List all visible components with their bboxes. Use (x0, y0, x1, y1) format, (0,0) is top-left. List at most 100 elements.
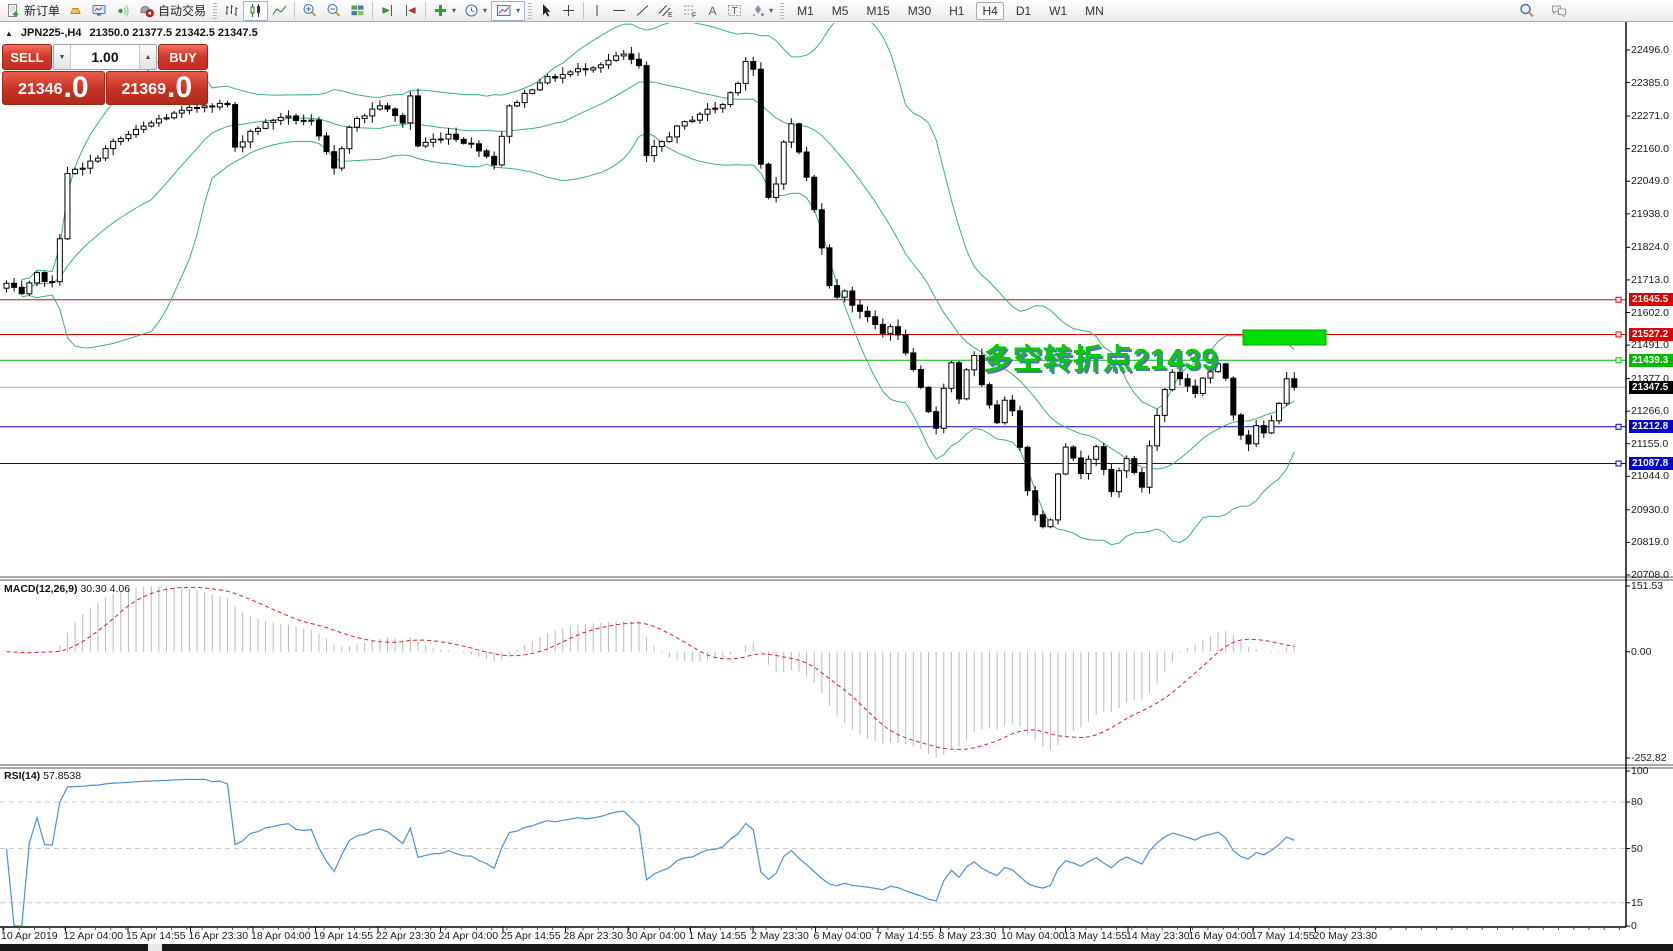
autotrading-label: 自动交易 (158, 4, 207, 18)
volume-decrease-button[interactable]: ▼ (54, 45, 71, 69)
time-axis-label: 10 May 04:00 (1001, 930, 1065, 942)
trendline-button[interactable] (631, 1, 654, 21)
price-axis-tick: 21377.0 (1631, 372, 1669, 385)
text-icon: A (709, 4, 717, 18)
fibonacci-button[interactable]: F (678, 1, 702, 21)
zoom-out-button[interactable] (322, 1, 346, 21)
price-axis-tick: 21938.0 (1631, 207, 1669, 220)
trade-panel-top: SELL ▼ 1.00 ▲ BUY (2, 44, 208, 70)
buy-button[interactable]: BUY (158, 44, 208, 70)
price-axis-tick: 21491.0 (1631, 339, 1669, 352)
time-axis-label: 24 Apr 04:00 (438, 930, 499, 942)
bottom-strip (0, 944, 1673, 951)
time-axis-label: 15 Apr 14:55 (126, 930, 186, 942)
autotrading-button[interactable]: 自动交易 (135, 1, 210, 21)
indicators-button[interactable]: ▾ (429, 1, 460, 21)
tile-windows-icon (351, 5, 364, 16)
horizontal-line-icon (613, 10, 626, 11)
gold-button[interactable] (64, 1, 87, 21)
fibonacci-icon: F (684, 5, 696, 18)
auto-scroll-button[interactable] (399, 1, 422, 21)
equidistant-channel-button[interactable]: E (654, 1, 678, 21)
macd-label: MACD(12,26,9) 30.30 4.06 (4, 583, 130, 595)
sell-price-int: 21346 (17, 81, 63, 98)
cursor-icon (543, 4, 551, 17)
volume-input[interactable]: 1.00 (71, 45, 139, 69)
sell-button[interactable]: SELL (2, 44, 52, 70)
timeframe-D1[interactable]: D1 (1015, 3, 1032, 18)
timeframe-M30[interactable]: M30 (907, 3, 932, 18)
toolbar-grip (528, 2, 533, 19)
vertical-line-button[interactable] (587, 1, 607, 21)
volume-increase-button[interactable]: ▲ (139, 45, 156, 69)
toolbar-separator (294, 2, 296, 19)
horizontal-line-button[interactable] (607, 1, 631, 21)
price-axis-tick: 21266.0 (1631, 405, 1669, 418)
bottom-strip-gap (148, 944, 162, 951)
level-price-tag: 21645.5 (1629, 293, 1673, 307)
toolbar: 新订单 自动交易 (0, 0, 1673, 22)
price-axis-tick: 20708.0 (1631, 569, 1669, 581)
arrows-button[interactable]: ▾ (747, 1, 777, 21)
signal-button[interactable] (111, 1, 135, 21)
chart-shift-button[interactable] (376, 1, 399, 21)
new-order-button[interactable]: 新订单 (2, 1, 64, 21)
timeframe-M1[interactable]: M1 (797, 3, 814, 18)
collapse-triangle-icon[interactable]: ▲ (5, 28, 13, 38)
time-axis-label: 18 Apr 04:00 (251, 930, 311, 942)
rsi-name: RSI(14) (4, 770, 41, 782)
search-button[interactable] (1515, 1, 1539, 21)
text-label-button[interactable]: T (723, 1, 747, 21)
cursor-button[interactable] (535, 1, 557, 21)
line-chart-icon (272, 5, 287, 15)
ohlc-label: 21350.0 21377.5 21342.5 21347.5 (89, 27, 258, 39)
timeframe-W1[interactable]: W1 (1049, 3, 1068, 18)
timeframe-M5[interactable]: M5 (831, 3, 849, 18)
sell-price-display[interactable]: 21346 .0 (2, 71, 105, 105)
chat-button[interactable] (1547, 1, 1573, 21)
zoom-in-icon (303, 4, 317, 17)
candlestick-chart-icon (250, 4, 261, 17)
time-axis-label: 12 Apr 04:00 (63, 930, 124, 942)
current-price-tag: 21347.5 (1629, 380, 1673, 394)
svg-text:A: A (709, 4, 717, 18)
tile-windows-button[interactable] (346, 1, 369, 21)
svg-text:E: E (668, 12, 673, 18)
time-axis-label: 6 May 04:00 (813, 930, 872, 942)
toolbar-separator (425, 2, 427, 19)
buy-price-display[interactable]: 21369 .0 (105, 71, 208, 105)
time-axis-label: 14 May 23:30 (1126, 930, 1190, 942)
equidistant-channel-icon: E (658, 5, 673, 18)
crosshair-button[interactable] (557, 1, 580, 21)
templates-button[interactable]: ▾ (491, 0, 526, 21)
dropdown-arrow-icon: ▾ (769, 6, 774, 15)
time-axis-label: 28 Apr 23:30 (563, 930, 624, 942)
bar-chart-icon (225, 5, 238, 16)
dropdown-arrow-icon: ▾ (516, 6, 521, 15)
line-chart-button[interactable] (268, 1, 291, 21)
zoom-in-button[interactable] (298, 1, 322, 21)
trade-panel-prices: 21346 .0 21369 .0 (2, 71, 208, 105)
crosshair-icon (563, 5, 575, 16)
clock-icon (465, 4, 478, 17)
one-click-trade-panel: SELL ▼ 1.00 ▲ BUY 21346 .0 21369 .0 (2, 44, 208, 106)
candlestick-chart-button[interactable] (243, 0, 269, 21)
toolbar-grip (213, 2, 218, 19)
price-axis-tick: 22271.0 (1631, 110, 1669, 123)
timeframe-H1[interactable]: H1 (949, 3, 965, 18)
bar-chart-button[interactable] (220, 1, 243, 21)
terminal-button[interactable] (87, 1, 111, 21)
annotation-text[interactable]: 多空转折点21439 (983, 344, 1219, 376)
price-axis-tick: 21602.0 (1631, 306, 1669, 319)
text-button[interactable]: A (702, 1, 723, 21)
terminal-icon (92, 5, 106, 16)
highlight-rectangle[interactable] (1242, 329, 1327, 346)
timeframe-M15[interactable]: M15 (866, 3, 890, 18)
timeframe-H4[interactable]: H4 (976, 1, 1004, 20)
timeframe-MN[interactable]: MN (1085, 3, 1104, 18)
macd-axis-tick: 151.53 (1631, 580, 1664, 592)
periods-button[interactable]: ▾ (460, 1, 491, 21)
time-axis-label: 17 May 14:55 (1251, 930, 1315, 942)
